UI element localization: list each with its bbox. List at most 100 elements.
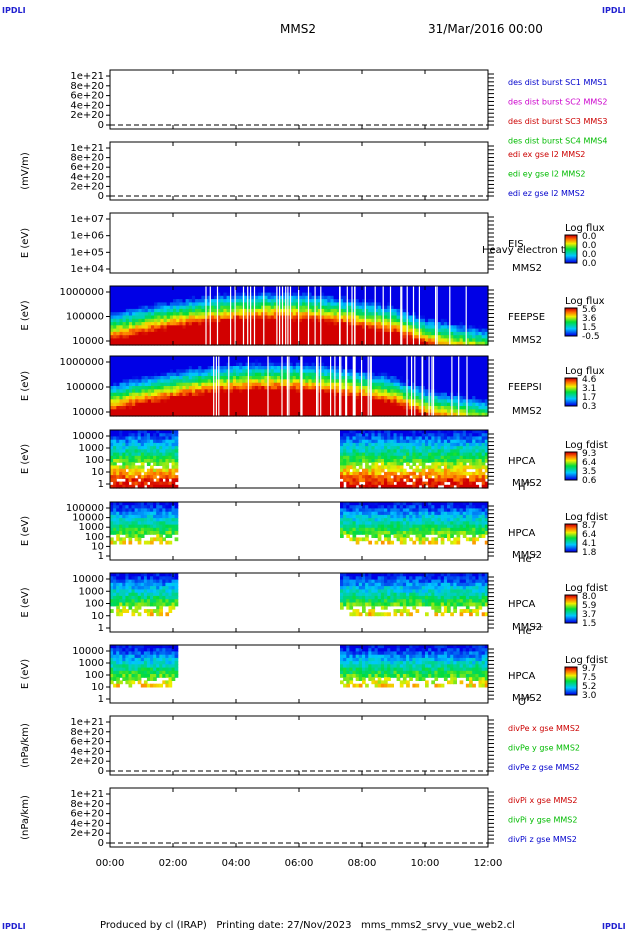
- heatmap-cell: [425, 331, 429, 336]
- heatmap-cell: [374, 286, 379, 290]
- heatmap-cell: [273, 299, 278, 303]
- heatmap-cell: [302, 328, 306, 333]
- heatmap-cell: [143, 452, 148, 457]
- heatmap-cell: [113, 325, 117, 330]
- heatmap-cell: [185, 392, 190, 397]
- heatmap-cell: [314, 328, 319, 333]
- heatmap-cell: [122, 366, 127, 370]
- heatmap-cell: [317, 289, 322, 294]
- heatmap-cell: [258, 412, 262, 417]
- heatmap-cell: [393, 379, 398, 384]
- heatmap-cell: [116, 406, 121, 410]
- heatmap-cell: [146, 459, 151, 463]
- heatmap-cell: [151, 341, 155, 346]
- heatmap-cell: [195, 286, 199, 290]
- heatmap-cell: [295, 338, 300, 343]
- heatmap-cell: [157, 335, 162, 340]
- heatmap-cell: [305, 412, 310, 417]
- heatmap-cell: [236, 356, 240, 360]
- heatmap-cell: [217, 302, 221, 307]
- heatmap-cell: [173, 396, 177, 400]
- heatmap-cell: [185, 318, 190, 323]
- heatmap-cell: [119, 318, 124, 323]
- heatmap-cell: [182, 341, 187, 346]
- heatmap-cell: [254, 322, 259, 326]
- heatmap-cell: [484, 359, 489, 364]
- heatmap-cell: [412, 305, 417, 310]
- heatmap-cell: [191, 379, 196, 384]
- heatmap-cell: [239, 302, 243, 307]
- heatmap-cell: [311, 369, 316, 374]
- heatmap-cell: [374, 335, 379, 340]
- heatmap-cell: [277, 289, 281, 294]
- heatmap-cell: [137, 465, 142, 470]
- heatmap-cell: [125, 449, 130, 454]
- heatmap-cell: [169, 369, 174, 374]
- heatmap-cell: [317, 299, 322, 303]
- heatmap-cell: [324, 396, 328, 400]
- heatmap-cell: [346, 338, 350, 343]
- heatmap-cell: [157, 322, 162, 326]
- heatmap-cell: [302, 389, 306, 394]
- heatmap-cell: [447, 325, 451, 330]
- heatmap-cell: [204, 406, 209, 410]
- heatmap-cell: [147, 396, 152, 400]
- heatmap-cell: [321, 322, 325, 326]
- colorbar-segment: [565, 323, 577, 325]
- heatmap-cell: [207, 328, 212, 333]
- heatmap-cell: [248, 412, 253, 417]
- heatmap-cell: [393, 412, 398, 417]
- heatmap-cell: [163, 302, 168, 307]
- heatmap-cell: [308, 376, 313, 380]
- heatmap-cell: [339, 292, 344, 297]
- heatmap-cell: [195, 305, 199, 310]
- heatmap-cell: [447, 335, 451, 340]
- heatmap-cell: [236, 392, 240, 397]
- heatmap-cell: [122, 484, 126, 489]
- heatmap-cell: [305, 369, 310, 374]
- heatmap-cell: [384, 315, 388, 320]
- heatmap-cell: [459, 406, 464, 410]
- heatmap-cell: [365, 289, 369, 294]
- heatmap-cell: [251, 341, 256, 346]
- heatmap-cell: [415, 399, 420, 404]
- heatmap-cell: [169, 396, 174, 400]
- heatmap-cell: [157, 328, 162, 333]
- heatmap-cell: [431, 315, 436, 320]
- heatmap-cell: [261, 386, 265, 390]
- heatmap-cell: [258, 359, 262, 364]
- heatmap-cell: [481, 292, 486, 297]
- heatmap-cell: [412, 286, 417, 290]
- heatmap-cell: [191, 322, 196, 326]
- heatmap-cell: [254, 328, 259, 333]
- heatmap-cell: [134, 478, 139, 483]
- heatmap-cell: [299, 295, 303, 300]
- heatmap-cell: [119, 399, 124, 404]
- heatmap-cell: [239, 409, 243, 414]
- heatmap-cell: [390, 308, 395, 313]
- heatmap-cell: [223, 292, 228, 297]
- heatmap-cell: [289, 356, 294, 360]
- heatmap-cell: [484, 305, 489, 310]
- heatmap-cell: [169, 308, 174, 313]
- heatmap-cell: [169, 382, 174, 387]
- heatmap-cell: [210, 372, 215, 377]
- heatmap-cell: [270, 286, 275, 290]
- heatmap-cell: [396, 412, 401, 417]
- heatmap-cell: [122, 442, 126, 447]
- heatmap-cell: [406, 402, 410, 407]
- heatmap-cell: [132, 292, 136, 297]
- heatmap-cell: [324, 372, 328, 377]
- heatmap-cell: [459, 308, 464, 313]
- heatmap-cell: [431, 305, 436, 310]
- heatmap-cell: [239, 292, 243, 297]
- heatmap-cell: [450, 286, 454, 290]
- heatmap-cell: [116, 312, 121, 317]
- heatmap-cell: [264, 335, 269, 340]
- heatmap-cell: [365, 331, 369, 336]
- heatmap-cell: [122, 481, 126, 486]
- heatmap-cell: [251, 362, 256, 367]
- heatmap-cell: [125, 318, 130, 323]
- heatmap-cell: [428, 412, 432, 417]
